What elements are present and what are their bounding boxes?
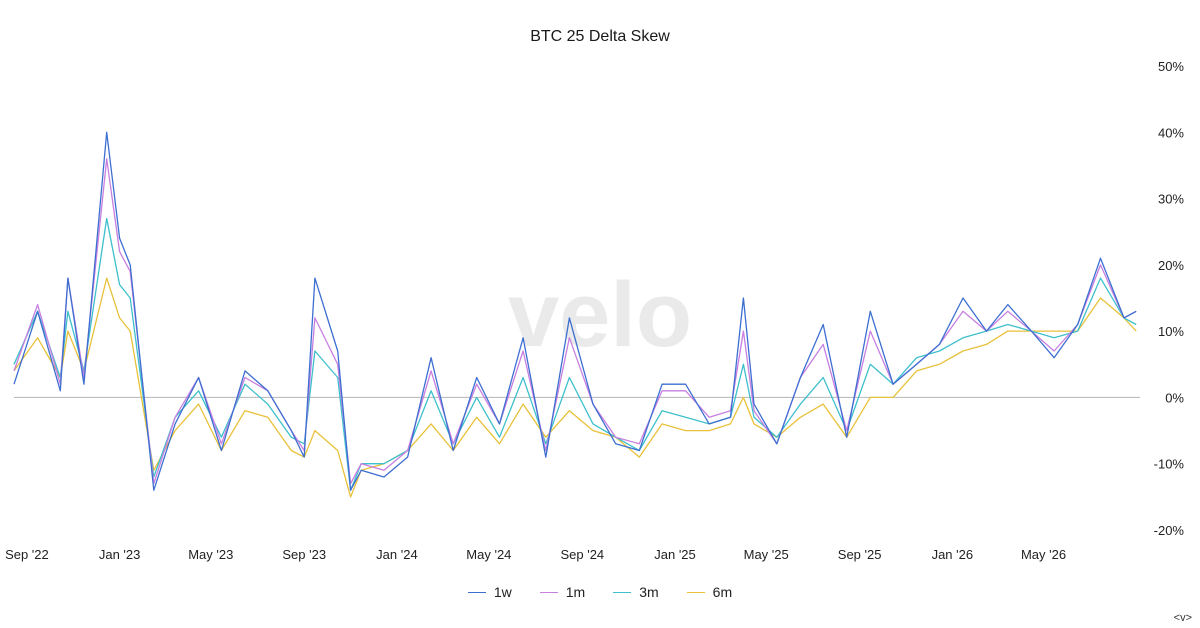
series-line-1w (13, 131, 1137, 491)
x-tick-label: May '25 (744, 547, 789, 562)
x-tick-label: May '24 (466, 547, 511, 562)
legend-item-1m[interactable]: 1m (539, 584, 586, 600)
x-tick-label: May '26 (1021, 547, 1066, 562)
x-tick-label: Jan '26 (932, 547, 974, 562)
legend-swatch (539, 591, 558, 593)
x-tick-label: Jan '23 (99, 547, 141, 562)
y-tick-label: 20% (1158, 258, 1184, 273)
legend-label: 1w (493, 584, 512, 600)
legend-label: 1m (565, 584, 586, 600)
x-tick-label: Jan '25 (654, 547, 696, 562)
velo-corner-mark[interactable]: <v> (1173, 612, 1192, 624)
y-tick-label: 50% (1158, 59, 1184, 74)
series-line-6m (13, 277, 1137, 498)
legend-swatch (686, 591, 705, 593)
x-tick-label: Sep '23 (282, 547, 326, 562)
legend-item-3m[interactable]: 3m (613, 584, 659, 600)
velo-watermark: velo (508, 264, 692, 366)
chart-title: BTC 25 Delta Skew (530, 28, 670, 45)
legend-item-1w[interactable]: 1w (467, 584, 512, 600)
y-tick-label: -10% (1154, 457, 1185, 472)
y-tick-label: 40% (1158, 125, 1184, 140)
y-tick-label: -20% (1154, 523, 1185, 538)
legend-label: 6m (712, 584, 733, 600)
x-tick-label: Sep '22 (5, 547, 49, 562)
x-tick-label: Sep '24 (560, 547, 604, 562)
legend-label: 3m (639, 584, 659, 600)
x-tick-label: Sep '25 (838, 547, 882, 562)
y-tick-label: 10% (1158, 324, 1184, 339)
x-tick-label: May '23 (188, 547, 233, 562)
legend-swatch (613, 591, 632, 593)
legend-swatch (467, 591, 486, 593)
y-tick-label: 0% (1165, 390, 1184, 405)
y-tick-label: 30% (1158, 192, 1184, 207)
legend: 1w 1m 3m 6m (0, 584, 1200, 600)
x-tick-label: Jan '24 (376, 547, 418, 562)
legend-item-6m[interactable]: 6m (686, 584, 733, 600)
